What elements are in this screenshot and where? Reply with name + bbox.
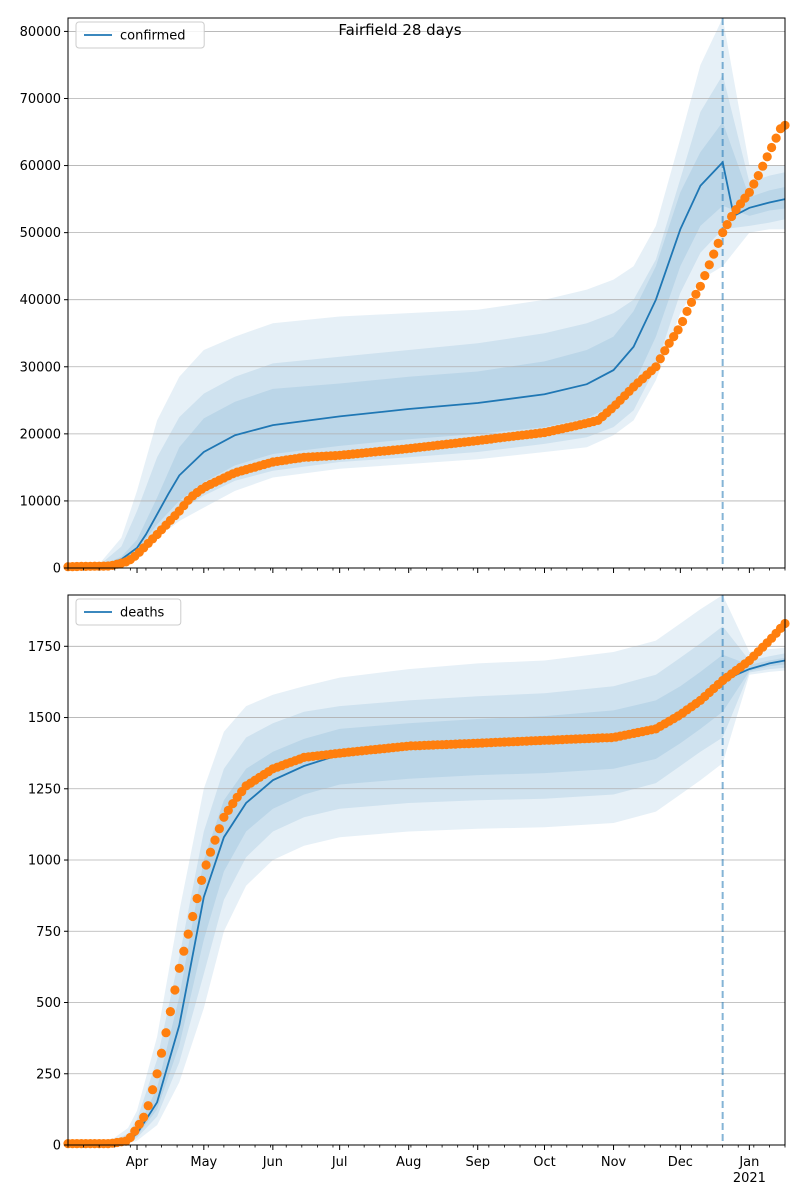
observed-point (205, 847, 216, 857)
y-tick-label: 0 (53, 1139, 61, 1154)
observed-point (125, 1132, 135, 1143)
observed-point (170, 985, 180, 995)
x-tick-label: Sep (465, 1155, 490, 1170)
observed-point (700, 271, 710, 281)
observed-point (143, 1101, 153, 1111)
observed-point (214, 824, 224, 834)
plot-area (68, 18, 785, 568)
x-tick-label: Jul (331, 1155, 348, 1170)
uncertainty-band (68, 654, 785, 1145)
observed-point (139, 1112, 149, 1122)
y-tick-label: 10000 (20, 494, 61, 509)
y-tick-label: 70000 (20, 92, 61, 107)
legend-label: confirmed (120, 29, 186, 44)
legend-label: deaths (120, 606, 165, 621)
observed-point (210, 835, 220, 845)
observed-point (682, 306, 692, 316)
y-tick-label: 40000 (20, 293, 61, 308)
uncertainty-band (68, 75, 785, 568)
observed-point (664, 338, 674, 348)
observed-point (767, 142, 777, 153)
x-tick-sublabel: 2021 (733, 1171, 766, 1186)
y-tick-label: 80000 (20, 25, 61, 40)
uncertainty-band (68, 18, 785, 568)
observed-point (709, 249, 719, 259)
observed-point (130, 1126, 140, 1136)
observed-point (678, 316, 688, 327)
legend-box (75, 21, 205, 49)
observed-point (197, 875, 207, 886)
y-tick-label: 750 (36, 925, 61, 940)
y-tick-label: 1250 (28, 782, 61, 797)
observed-point (156, 1048, 167, 1058)
uncertainty-band (68, 626, 785, 1145)
x-tick-label: Aug (396, 1155, 421, 1170)
observed-point (727, 211, 737, 222)
observed-point (165, 1007, 175, 1017)
observed-point (673, 325, 683, 335)
observed-point (718, 228, 728, 238)
x-tick-label: May (190, 1155, 217, 1170)
legend-box (75, 598, 182, 626)
observed-point (691, 289, 701, 299)
observed-point (192, 893, 202, 904)
figure-title: Fairfield 28 days (338, 21, 462, 39)
observed-point (669, 332, 679, 342)
y-tick-label: 1750 (28, 640, 61, 655)
y-tick-label: 250 (36, 1067, 61, 1082)
model-line (67, 160, 786, 569)
y-tick-label: 50000 (20, 226, 61, 241)
plot-area (68, 595, 785, 1145)
observed-point (744, 187, 755, 197)
observed-point (762, 152, 772, 162)
observed-point (179, 946, 189, 956)
x-tick-label: Jan (738, 1155, 759, 1170)
observed-point (753, 171, 763, 181)
legend: deaths (75, 598, 182, 626)
y-tick-label: 0 (53, 562, 61, 577)
y-tick-label: 1500 (28, 711, 61, 726)
observed-point (223, 805, 233, 816)
x-tick-label: Jun (262, 1155, 283, 1170)
observed-point (660, 346, 670, 356)
observed-point (695, 281, 706, 291)
legend: confirmed (75, 21, 205, 49)
y-tick-label: 20000 (20, 427, 61, 442)
observed-point (161, 1028, 171, 1038)
observed-point (651, 362, 661, 372)
observed-point (174, 963, 184, 973)
y-tick-label: 1000 (28, 854, 61, 869)
observed-point (148, 1085, 158, 1095)
observed-point (771, 133, 781, 143)
uncertainty-band (68, 122, 785, 568)
y-tick-label: 60000 (20, 159, 61, 174)
x-tick-label: Dec (668, 1155, 693, 1170)
y-tick-label: 500 (36, 996, 61, 1011)
observed-point (201, 860, 211, 870)
x-tick-label: Oct (533, 1155, 555, 1170)
observed-point (704, 260, 714, 270)
x-tick-label: Apr (126, 1155, 149, 1170)
observed-point (749, 179, 759, 189)
observed-point (134, 1119, 144, 1129)
observed-point (188, 911, 198, 922)
chart-panel-confirmed: 0 10000 20000 30000 40000 50000 60000 70000 8000… (20, 17, 790, 577)
observed-point (219, 812, 229, 822)
uncertainty-band (68, 595, 785, 1145)
observed-point (152, 1069, 162, 1079)
observed-point (686, 297, 697, 307)
x-tick-label: Nov (601, 1155, 627, 1170)
observed-point (758, 161, 768, 171)
observed-point (713, 238, 723, 248)
observed-point (183, 929, 193, 939)
y-tick-label: 30000 (20, 360, 61, 375)
observed-point (655, 354, 665, 364)
chart-panel-deaths: 0 250 500 750 1000 1250 1500 1750 Apr May Jun Jul Au… (28, 594, 790, 1186)
observed-point (722, 220, 732, 230)
